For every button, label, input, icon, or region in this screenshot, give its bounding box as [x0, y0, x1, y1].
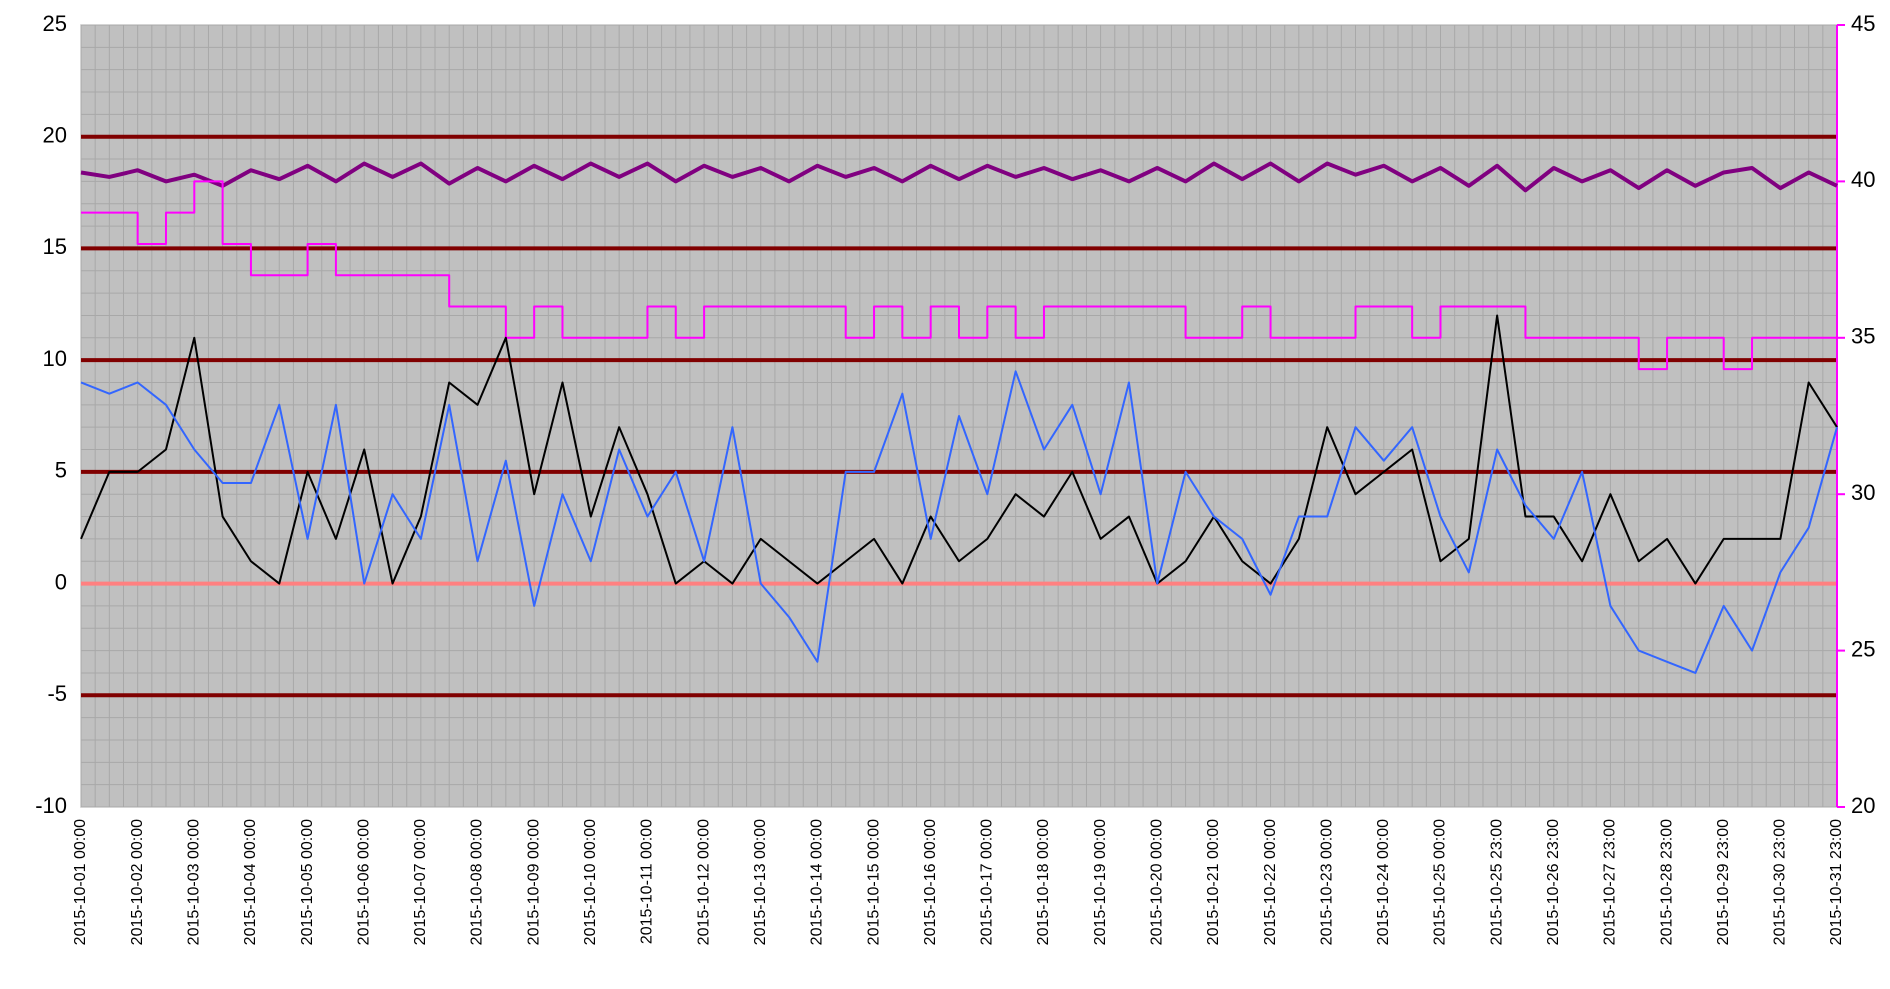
- y-tick-label: 10: [43, 346, 67, 371]
- y-tick-label: -10: [35, 793, 67, 818]
- y2-tick-label: 25: [1851, 636, 1875, 661]
- x-tick-label: 2015-10-25 23:00: [1488, 819, 1505, 945]
- x-tick-label: 2015-10-30 23:00: [1772, 819, 1789, 945]
- x-tick-label: 2015-10-31 23:00: [1828, 819, 1845, 945]
- x-tick-label: 2015-10-06 00:00: [355, 819, 372, 945]
- x-tick-label: 2015-10-04 00:00: [242, 819, 259, 945]
- x-tick-label: 2015-10-05 00:00: [299, 819, 316, 945]
- x-tick-label: 2015-10-27 23:00: [1602, 819, 1619, 945]
- y-tick-label: 5: [55, 458, 67, 483]
- x-tick-label: 2015-10-16 00:00: [922, 819, 939, 945]
- y2-tick-label: 30: [1851, 480, 1875, 505]
- x-tick-label: 2015-10-07 00:00: [412, 819, 429, 945]
- y2-tick-label: 35: [1851, 324, 1875, 349]
- y-tick-label: -5: [47, 681, 67, 706]
- series-line: [80, 161, 1838, 193]
- y-tick-label: 0: [55, 569, 67, 594]
- x-tick-label: 2015-10-13 00:00: [752, 819, 769, 945]
- x-tick-label: 2015-10-11 00:00: [639, 819, 656, 944]
- y2-tick-label: 20: [1851, 793, 1875, 818]
- x-tick-label: 2015-10-08 00:00: [469, 819, 486, 945]
- x-tick-label: 2015-10-14 00:00: [809, 819, 826, 945]
- x-tick-label: 2015-10-15 00:00: [865, 819, 882, 945]
- x-tick-label: 2015-10-22 00:00: [1262, 819, 1279, 945]
- series-line: [81, 180, 1837, 371]
- y-tick-label: 25: [43, 11, 67, 36]
- x-tick-label: 2015-10-20 00:00: [1148, 819, 1165, 945]
- series-line: [80, 370, 1838, 674]
- series-line: [80, 314, 1838, 585]
- x-tick-label: 2015-10-01 00:00: [72, 819, 89, 945]
- x-tick-label: 2015-10-23 00:00: [1318, 819, 1335, 945]
- x-tick-label: 2015-10-28 23:00: [1658, 819, 1675, 945]
- y2-tick-label: 40: [1851, 167, 1875, 192]
- x-tick-label: 2015-10-02 00:00: [129, 819, 146, 945]
- x-tick-label: 2015-10-10 00:00: [582, 819, 599, 945]
- x-tick-label: 2015-10-25 00:00: [1432, 819, 1449, 945]
- y-tick-label: 20: [43, 123, 67, 148]
- x-tick-label: 2015-10-12 00:00: [695, 819, 712, 945]
- x-tick-label: 2015-10-26 23:00: [1545, 819, 1562, 945]
- x-tick-label: 2015-10-09 00:00: [525, 819, 542, 945]
- x-tick-label: 2015-10-03 00:00: [186, 819, 203, 945]
- x-tick-label: 2015-10-24 00:00: [1375, 819, 1392, 945]
- x-tick-label: 2015-10-21 00:00: [1205, 819, 1222, 945]
- y2-tick-label: 45: [1851, 11, 1875, 36]
- x-tick-label: 2015-10-29 23:00: [1715, 819, 1732, 945]
- y-tick-label: 15: [43, 234, 67, 259]
- x-tick-label: 2015-10-18 00:00: [1035, 819, 1052, 945]
- x-tick-label: 2015-10-19 00:00: [1092, 819, 1109, 945]
- x-tick-label: 2015-10-17 00:00: [979, 819, 996, 945]
